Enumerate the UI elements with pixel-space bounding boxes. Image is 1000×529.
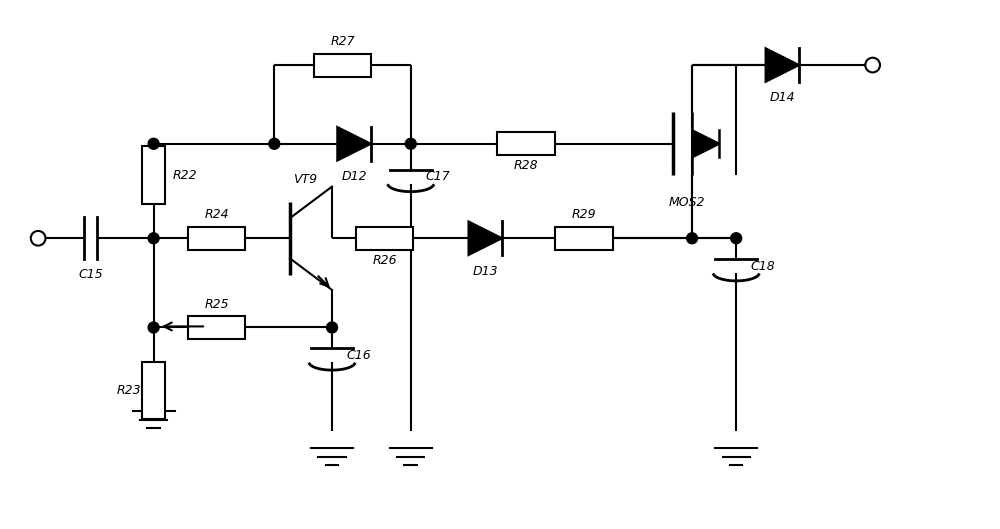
Circle shape <box>31 231 45 245</box>
Circle shape <box>327 322 338 333</box>
Text: D13: D13 <box>472 264 498 278</box>
Polygon shape <box>766 48 799 82</box>
Bar <box>188 316 245 339</box>
Polygon shape <box>692 130 719 158</box>
Bar <box>142 362 165 419</box>
Text: R27: R27 <box>330 35 355 48</box>
Text: C18: C18 <box>751 260 776 272</box>
Bar <box>555 227 613 250</box>
Circle shape <box>148 138 159 149</box>
Text: C17: C17 <box>425 170 450 184</box>
Circle shape <box>148 233 159 244</box>
Circle shape <box>731 233 742 244</box>
Text: R28: R28 <box>514 159 539 172</box>
Text: R24: R24 <box>204 208 229 222</box>
Text: R26: R26 <box>372 253 397 267</box>
Bar <box>188 227 245 250</box>
Circle shape <box>405 138 416 149</box>
Bar <box>356 227 413 250</box>
Polygon shape <box>337 127 371 161</box>
Text: R22: R22 <box>172 169 197 182</box>
Text: VT9: VT9 <box>293 173 317 186</box>
Text: R25: R25 <box>204 298 229 311</box>
Text: D14: D14 <box>770 92 795 104</box>
Bar <box>142 147 165 204</box>
Text: D12: D12 <box>341 170 367 183</box>
Text: R29: R29 <box>572 208 596 222</box>
Circle shape <box>148 322 159 333</box>
Bar <box>314 53 371 77</box>
Circle shape <box>687 233 698 244</box>
Circle shape <box>865 58 880 72</box>
Text: R23: R23 <box>117 384 141 397</box>
Circle shape <box>269 138 280 149</box>
Bar <box>497 132 555 156</box>
Text: C15: C15 <box>78 268 103 281</box>
Text: C16: C16 <box>347 349 371 362</box>
Text: MOS2: MOS2 <box>669 196 705 209</box>
Polygon shape <box>469 222 502 255</box>
